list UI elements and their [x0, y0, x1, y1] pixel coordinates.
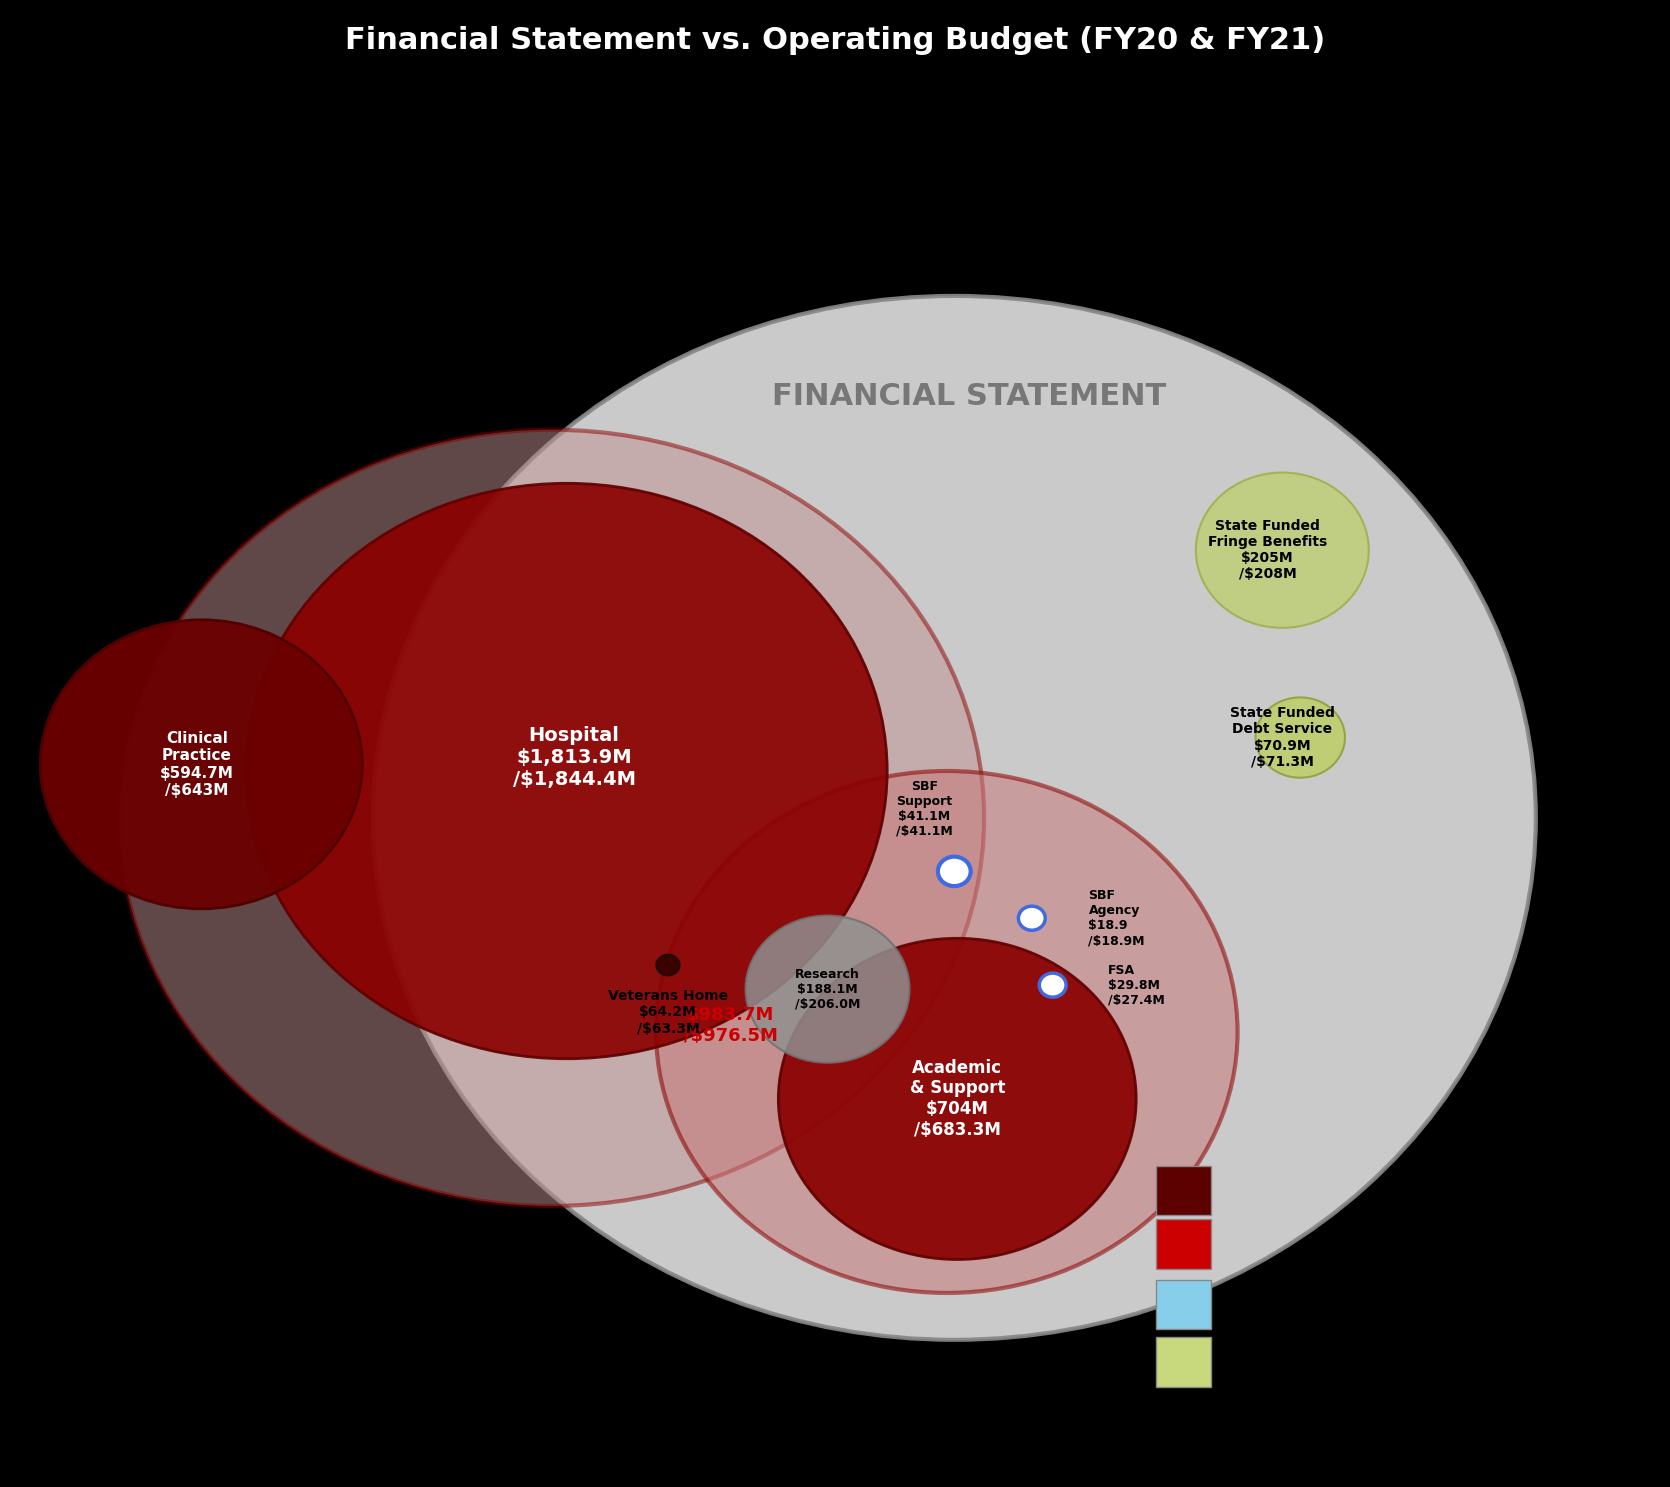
Bar — [1156, 1166, 1211, 1215]
Text: State Funded
Debt Service
$70.9M
/$71.3M: State Funded Debt Service $70.9M /$71.3M — [1229, 706, 1334, 769]
Text: Financial Statement vs. Operating Budget (FY20 & FY21): Financial Statement vs. Operating Budget… — [346, 27, 1324, 55]
Bar — [1156, 1280, 1211, 1329]
Bar — [1156, 1219, 1211, 1268]
Circle shape — [1256, 697, 1344, 778]
Text: Clinical
Practice
$594.7M
/$643M: Clinical Practice $594.7M /$643M — [160, 730, 234, 799]
Text: FINANCIAL STATEMENT: FINANCIAL STATEMENT — [772, 382, 1166, 410]
Circle shape — [1039, 972, 1065, 998]
Circle shape — [40, 620, 362, 909]
Circle shape — [372, 296, 1536, 1340]
Circle shape — [245, 483, 887, 1059]
Text: State Funded
Fringe Benefits
$205M
/$208M: State Funded Fringe Benefits $205M /$208… — [1207, 519, 1328, 581]
Circle shape — [939, 857, 970, 886]
Circle shape — [656, 772, 1237, 1294]
Circle shape — [119, 430, 984, 1206]
Text: SBF
Agency
$18.9
/$18.9M: SBF Agency $18.9 /$18.9M — [1089, 889, 1146, 947]
Text: Research
$188.1M
/$206.0M: Research $188.1M /$206.0M — [795, 968, 860, 1011]
Text: Hospital
$1,813.9M
/$1,844.4M: Hospital $1,813.9M /$1,844.4M — [513, 726, 636, 790]
Text: $983.7M
/$976.5M: $983.7M /$976.5M — [683, 1005, 778, 1045]
Text: Academic
& Support
$704M
/$683.3M: Academic & Support $704M /$683.3M — [910, 1059, 1005, 1139]
Text: SBF
Support
$41.1M
/$41.1M: SBF Support $41.1M /$41.1M — [897, 779, 954, 839]
Text: Veterans Home
$64.2M
/$63.3M: Veterans Home $64.2M /$63.3M — [608, 989, 728, 1035]
Bar — [1156, 1337, 1211, 1386]
Text: FSA
$29.8M
/$27.4M: FSA $29.8M /$27.4M — [1107, 964, 1164, 1007]
Circle shape — [778, 938, 1136, 1259]
Circle shape — [1019, 906, 1045, 931]
Circle shape — [745, 916, 910, 1063]
Circle shape — [1196, 473, 1369, 628]
Circle shape — [656, 955, 680, 975]
